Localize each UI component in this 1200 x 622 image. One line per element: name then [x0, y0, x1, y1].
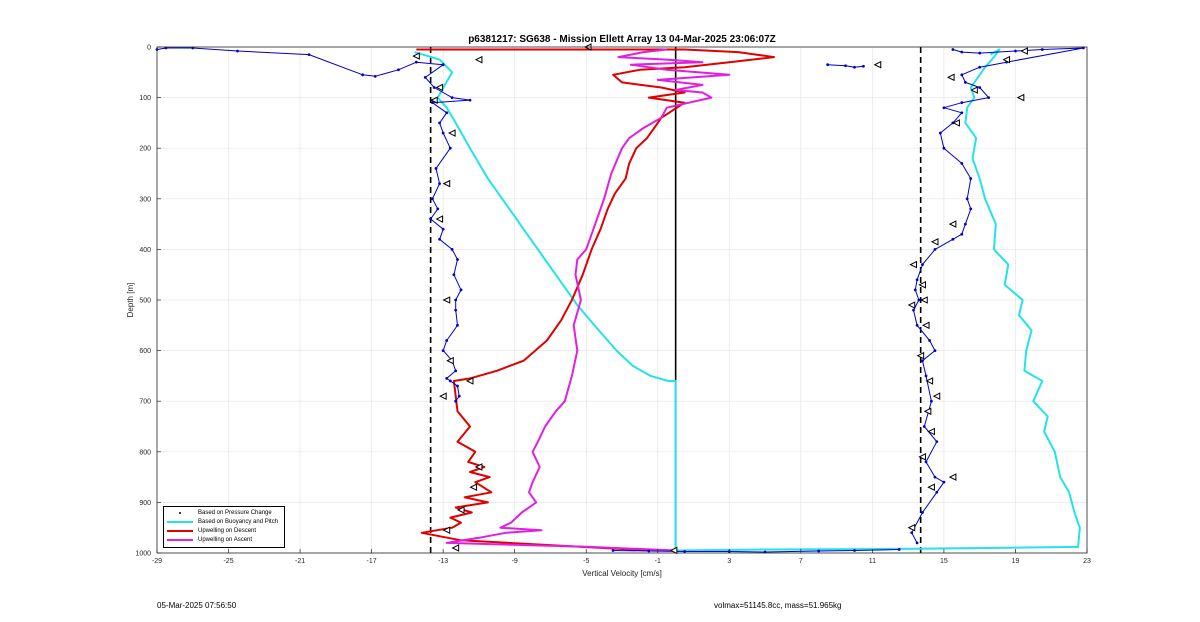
triangle-markers — [412, 43, 1028, 555]
pressure-point — [951, 48, 955, 51]
legend-item-pressure: Based on Pressure Change — [167, 508, 272, 517]
x-axis-label: Vertical Velocity [cm/s] — [582, 569, 662, 578]
triangle-marker — [442, 526, 451, 535]
y-tick-label: 200 — [139, 146, 151, 153]
based-on-buoyancy-and-pitch-line — [414, 51, 677, 551]
x-tick-label: 11 — [869, 558, 876, 565]
y-tick-label: 500 — [139, 298, 151, 305]
x-tick-label: -1 — [655, 558, 661, 565]
triangle-marker — [918, 281, 926, 289]
y-tick-label: 400 — [139, 247, 151, 254]
triangle-marker — [1002, 55, 1011, 64]
x-tick-label: -29 — [152, 558, 162, 565]
chart-title: p6381217: SG638 - Mission Ellett Array 1… — [468, 34, 776, 45]
triangle-marker — [469, 483, 478, 492]
pressure-point — [611, 549, 615, 552]
triangle-marker — [474, 463, 483, 471]
x-tick-label: 3 — [727, 558, 731, 565]
triangle-marker — [435, 215, 444, 223]
legend-item-ascent: Upwelling on Ascent — [167, 535, 252, 544]
triangle-marker — [907, 523, 916, 532]
legend-swatch-buoyancy — [167, 520, 193, 523]
y-axis-label: Depth [m] — [126, 283, 135, 318]
triangle-marker — [456, 506, 465, 514]
pressure-change-line — [911, 47, 1084, 544]
triangle-marker — [873, 60, 882, 69]
triangle-marker — [946, 73, 955, 82]
y-tick-label: 0 — [147, 45, 151, 52]
triangle-marker — [920, 296, 928, 304]
triangle-marker — [948, 473, 957, 481]
pressure-point — [862, 64, 865, 68]
triangle-marker — [451, 544, 460, 552]
legend-item-descent: Upwelling on Descent — [167, 526, 256, 535]
triangle-marker — [435, 83, 444, 92]
x-tick-label: 19 — [1012, 558, 1020, 565]
based-on-buoyancy-and-pitch-line — [675, 48, 1081, 552]
triangle-marker — [465, 377, 474, 385]
legend-item-buoyancy: Based on Buoyancy and Pitch — [167, 517, 278, 526]
triangle-marker — [970, 86, 978, 94]
timestamp-footer: 05-Mar-2025 07:56:50 — [157, 601, 237, 610]
y-tick-label: 900 — [139, 500, 151, 507]
triangle-marker — [1020, 47, 1028, 55]
triangle-marker — [948, 220, 957, 228]
triangle-marker — [474, 55, 483, 64]
legend-label-pressure: Based on Pressure Change — [198, 509, 272, 516]
x-tick-label: 15 — [940, 558, 948, 565]
y-tick-label: 800 — [139, 449, 151, 456]
triangle-marker — [923, 407, 932, 416]
triangle-marker — [1016, 93, 1025, 102]
triangle-marker — [927, 427, 935, 436]
pressure-point — [897, 548, 901, 551]
y-tick-label: 700 — [139, 399, 151, 406]
legend-label-descent: Upwelling on Descent — [198, 527, 257, 534]
upwelling-on-descent-line — [416, 48, 775, 552]
volmax-mass-footer: volmax=51145.8cc, mass=51.965kg — [714, 601, 842, 610]
x-tick-label: -17 — [367, 558, 377, 565]
x-tick-label: 7 — [799, 558, 803, 565]
triangle-marker — [921, 321, 930, 330]
upwelling-on-ascent-line — [445, 48, 731, 552]
triangle-marker — [430, 96, 438, 104]
triangle-marker — [925, 377, 934, 385]
triangle-marker — [927, 483, 935, 492]
y-tick-label: 1000 — [135, 551, 151, 558]
y-tick-label: 600 — [139, 348, 151, 355]
legend: Based on Pressure Change Based on Buoyan… — [163, 506, 285, 548]
triangle-marker — [952, 119, 960, 127]
triangle-marker — [447, 129, 456, 137]
y-axis-ticks: 0 100 200 300 400 500 600 700 800 900 1000 — [135, 45, 161, 558]
x-tick-label: -25 — [223, 558, 233, 565]
data-series — [155, 46, 1085, 554]
triangle-marker — [412, 52, 420, 60]
x-tick-label: -9 — [512, 558, 518, 565]
legend-label-ascent: Upwelling on Ascent — [198, 536, 253, 543]
triangle-marker — [909, 260, 918, 269]
pressure-change-line — [827, 64, 864, 68]
y-tick-label: 300 — [139, 196, 151, 203]
triangle-marker — [439, 392, 447, 400]
x-tick-label: 23 — [1083, 558, 1091, 565]
triangle-marker — [932, 392, 941, 400]
pressure-change-line — [613, 549, 900, 553]
pressure-point — [826, 63, 830, 67]
triangle-marker — [907, 301, 916, 309]
legend-swatch-ascent — [167, 538, 193, 541]
triangle-marker — [669, 546, 678, 555]
triangle-marker — [446, 356, 454, 365]
triangle-marker — [918, 453, 926, 461]
triangle-marker — [442, 179, 451, 188]
triangle-marker — [442, 296, 451, 304]
x-axis-ticks: -29 -25 -21 -17 -13 -9 -5 -1 3 7 11 15 19 23 — [152, 549, 1091, 565]
x-tick-label: -5 — [583, 558, 589, 565]
legend-swatch-descent — [167, 529, 193, 532]
triangle-marker — [916, 351, 925, 360]
x-tick-label: -13 — [438, 558, 448, 565]
triangle-marker — [930, 238, 939, 246]
x-tick-label: -21 — [295, 558, 305, 565]
y-tick-label: 100 — [139, 95, 151, 102]
legend-label-buoyancy: Based on Buoyancy and Pitch — [198, 518, 279, 525]
pressure-change-line — [156, 47, 471, 402]
